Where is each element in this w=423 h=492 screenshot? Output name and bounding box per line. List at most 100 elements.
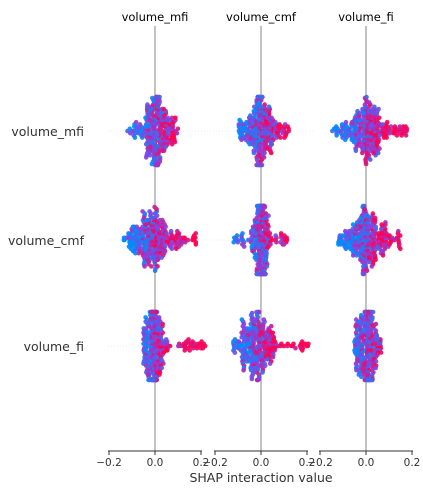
point [150, 215, 156, 221]
cell-volume_fi-volume_mfi [141, 309, 208, 383]
point [159, 365, 165, 371]
x-tick-label: 0.2 [193, 457, 210, 469]
point [121, 235, 127, 241]
point [364, 268, 370, 274]
point [160, 217, 165, 223]
point [392, 124, 398, 129]
point [267, 361, 273, 366]
x-tick-label: 0.0 [358, 457, 375, 469]
point [240, 135, 245, 140]
point [199, 339, 204, 344]
point [182, 348, 187, 353]
point [370, 211, 376, 216]
x-tick-label: 0.0 [147, 457, 164, 469]
point [130, 224, 136, 230]
point [161, 250, 167, 256]
point [255, 377, 260, 383]
point [152, 204, 157, 210]
cell-volume_mfi-volume_cmf [236, 94, 292, 168]
point [384, 231, 389, 236]
point [247, 326, 253, 331]
point [349, 137, 355, 143]
cell-volume_cmf-volume_cmf [231, 203, 290, 277]
point [193, 231, 198, 236]
point [346, 228, 352, 234]
point [354, 367, 359, 373]
point [255, 271, 261, 277]
point [354, 253, 359, 258]
point [365, 213, 370, 219]
point [145, 217, 150, 223]
point [150, 95, 155, 101]
point [163, 337, 169, 342]
point [284, 130, 289, 136]
point [387, 242, 392, 247]
point [160, 321, 165, 327]
point [388, 124, 394, 129]
point [165, 348, 170, 353]
point [169, 141, 175, 147]
point [161, 106, 166, 112]
point [353, 317, 359, 322]
point [184, 339, 189, 344]
point [147, 209, 152, 214]
point [300, 348, 305, 353]
point [126, 231, 131, 236]
point [344, 124, 350, 129]
point [261, 155, 267, 160]
point [174, 130, 180, 136]
point [352, 115, 358, 121]
point [265, 356, 270, 362]
point [156, 315, 162, 320]
point [241, 244, 247, 249]
point [342, 137, 348, 143]
point [159, 255, 164, 260]
point [268, 150, 274, 156]
point [249, 310, 255, 316]
point [357, 111, 362, 116]
point [282, 135, 287, 140]
point [168, 228, 174, 234]
point [240, 122, 246, 127]
point [200, 345, 206, 351]
point [175, 126, 181, 132]
row-label: volume_cmf [8, 233, 85, 248]
point [266, 244, 271, 249]
point [272, 339, 278, 344]
point [157, 372, 162, 377]
point [141, 326, 146, 331]
point [350, 222, 356, 227]
point [260, 203, 266, 209]
point [260, 370, 265, 375]
point [254, 257, 259, 263]
column-title: volume_fi [338, 10, 394, 24]
point [238, 348, 244, 353]
point [267, 231, 273, 236]
point [361, 372, 366, 377]
point [175, 228, 180, 234]
point [143, 155, 149, 160]
point [372, 215, 378, 221]
point [262, 102, 268, 107]
point [396, 228, 401, 234]
point [265, 146, 270, 151]
point [373, 257, 378, 263]
point [376, 106, 381, 112]
point [390, 235, 395, 241]
point [190, 345, 196, 351]
point [251, 150, 257, 156]
point [153, 309, 159, 315]
point [190, 235, 196, 241]
point [261, 317, 267, 322]
point [364, 94, 369, 100]
point [371, 150, 376, 156]
point [380, 253, 386, 258]
point [155, 257, 161, 263]
point [258, 363, 264, 369]
point [141, 133, 147, 138]
point [354, 220, 360, 225]
point [381, 135, 387, 140]
point [288, 343, 294, 349]
point [232, 235, 237, 241]
